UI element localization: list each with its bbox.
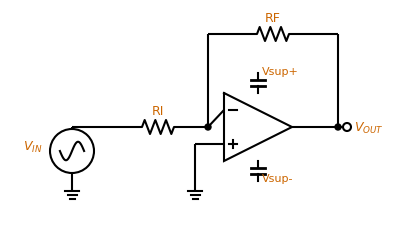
Text: $V_{IN}$: $V_{IN}$ [22, 139, 42, 154]
Text: RI: RI [152, 105, 164, 118]
Text: Vsup-: Vsup- [262, 173, 294, 183]
Circle shape [205, 125, 211, 131]
Text: RF: RF [265, 12, 281, 25]
Text: Vsup+: Vsup+ [262, 67, 299, 77]
Text: $V_{OUT}$: $V_{OUT}$ [354, 120, 384, 135]
Circle shape [335, 125, 341, 131]
